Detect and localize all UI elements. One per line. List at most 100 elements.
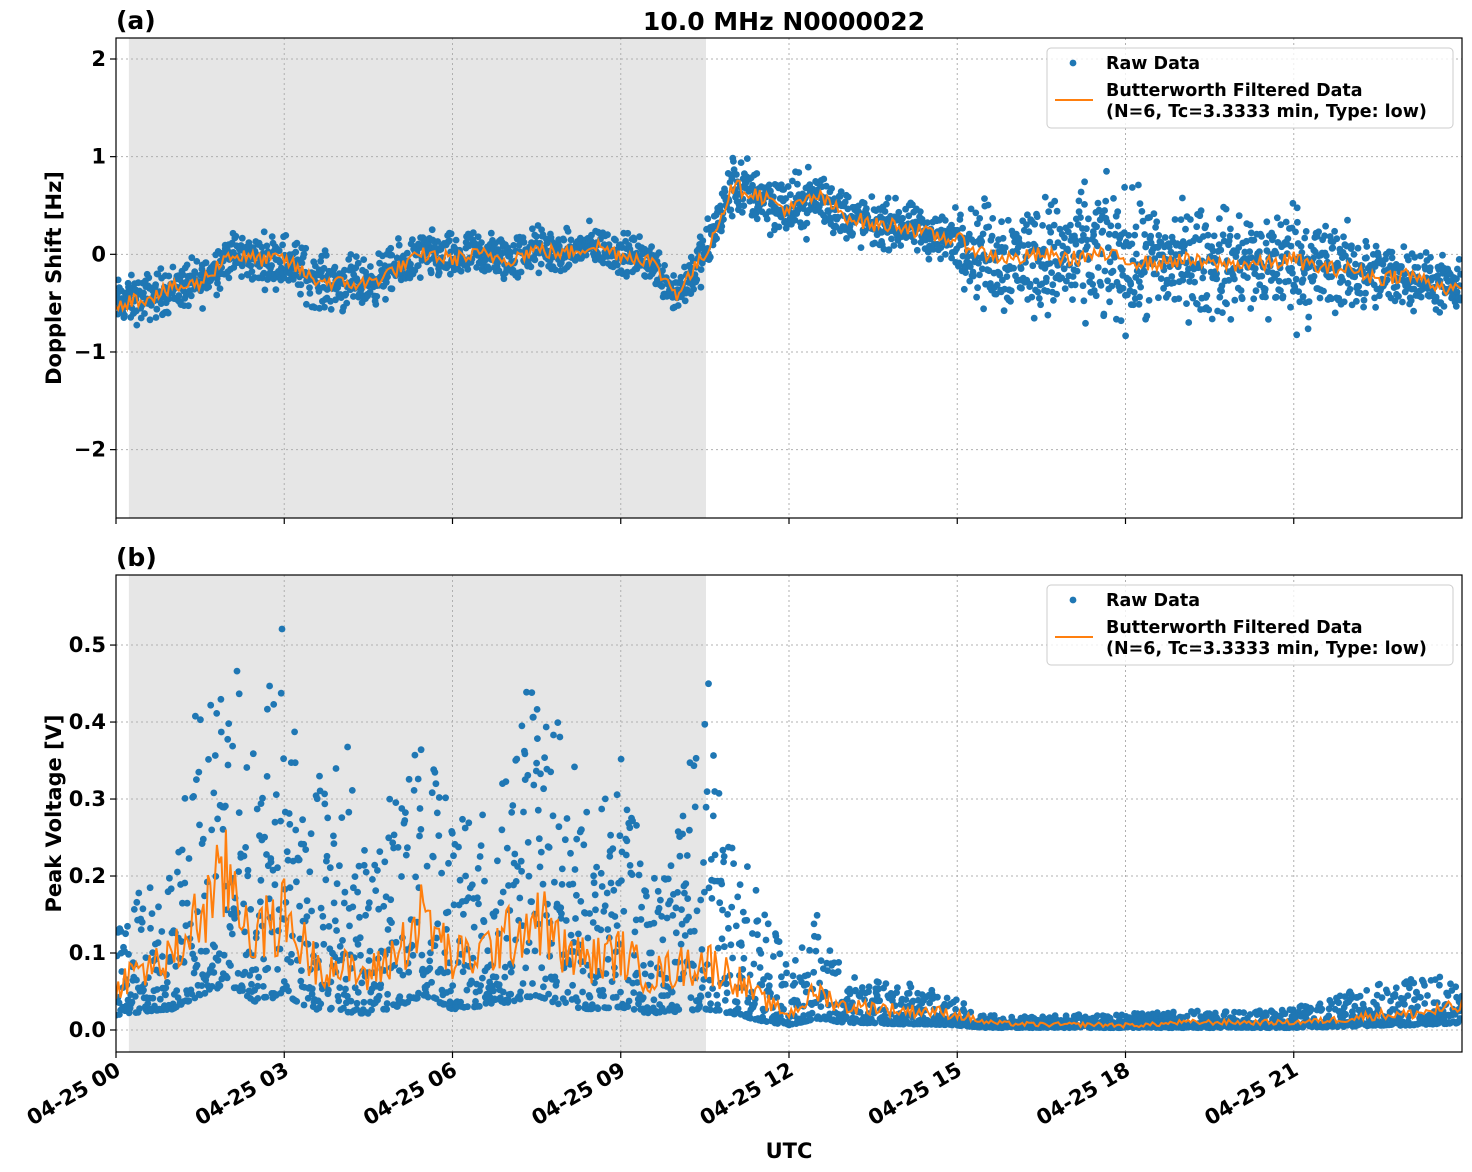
raw-data-point [1388, 248, 1396, 256]
raw-data-point [313, 795, 321, 803]
raw-data-point [402, 809, 409, 816]
raw-data-point [266, 682, 273, 690]
raw-data-point [1153, 218, 1161, 226]
raw-data-point [495, 267, 503, 275]
raw-data-point [782, 961, 790, 968]
raw-data-point [326, 864, 334, 872]
raw-data-point [998, 218, 1005, 226]
raw-data-point [527, 263, 535, 271]
raw-data-point [376, 259, 383, 267]
raw-data-point [1292, 275, 1300, 283]
raw-data-point [307, 830, 315, 838]
raw-data-point [396, 993, 404, 1000]
raw-data-point [713, 235, 720, 242]
raw-data-point [993, 281, 1001, 289]
raw-data-point [572, 915, 579, 922]
raw-data-point [1089, 281, 1097, 288]
raw-data-point [479, 811, 486, 819]
raw-data-point [762, 936, 770, 944]
raw-data-point [308, 907, 315, 915]
raw-data-point [1422, 249, 1430, 256]
raw-data-point [1339, 276, 1346, 284]
legend-raw-label: Raw Data [1106, 54, 1200, 74]
raw-data-point [232, 232, 240, 240]
raw-data-point [720, 858, 727, 866]
raw-data-point [339, 937, 346, 944]
raw-data-point [1165, 243, 1173, 251]
raw-data-point [291, 759, 299, 767]
raw-data-point [244, 866, 252, 874]
raw-data-point [276, 258, 284, 266]
raw-data-point [826, 1010, 834, 1018]
raw-data-point [1135, 300, 1143, 308]
raw-data-point [260, 228, 268, 236]
raw-data-point [344, 743, 351, 751]
raw-data-point [942, 251, 949, 258]
raw-data-point [916, 208, 924, 216]
raw-data-point [128, 998, 136, 1006]
raw-data-point [383, 278, 390, 286]
raw-data-point [365, 904, 372, 912]
raw-data-point [1092, 292, 1100, 300]
raw-data-point [321, 800, 329, 808]
raw-data-point [707, 1000, 714, 1008]
raw-data-point [661, 262, 668, 269]
raw-data-point [207, 701, 215, 709]
raw-data-point [1372, 303, 1379, 311]
raw-data-point [697, 993, 705, 1001]
raw-data-point [733, 998, 741, 1006]
raw-data-point [1183, 1012, 1191, 1020]
raw-data-point [550, 731, 557, 739]
raw-data-point [643, 892, 650, 900]
raw-data-point [1301, 269, 1308, 277]
raw-data-point [478, 239, 485, 247]
raw-data-point [317, 257, 324, 265]
raw-data-point [875, 978, 882, 986]
raw-data-point [556, 733, 564, 741]
raw-data-point [512, 878, 520, 885]
raw-data-point [537, 260, 545, 268]
raw-data-point [1093, 242, 1101, 250]
raw-data-point [228, 930, 236, 938]
raw-data-point [974, 220, 981, 228]
raw-data-point [752, 209, 760, 217]
raw-data-point [590, 879, 598, 887]
raw-data-point [787, 191, 794, 199]
raw-data-point [1099, 227, 1107, 235]
raw-data-point [1299, 293, 1307, 301]
raw-data-point [820, 175, 828, 183]
raw-data-point [623, 268, 631, 276]
raw-data-point [1189, 294, 1197, 302]
raw-data-point [377, 981, 385, 988]
raw-data-point [1110, 195, 1117, 202]
raw-data-point [492, 973, 500, 981]
raw-data-point [257, 898, 264, 906]
raw-data-point [1263, 1011, 1270, 1019]
raw-data-point [959, 224, 966, 232]
raw-data-point [1179, 194, 1186, 202]
raw-data-point [890, 242, 898, 249]
raw-data-point [505, 882, 512, 889]
raw-data-point [345, 808, 353, 816]
raw-data-point [507, 990, 515, 998]
raw-data-point [288, 950, 295, 958]
raw-data-point [871, 1019, 879, 1027]
raw-data-point [729, 954, 736, 962]
raw-data-point [738, 941, 745, 949]
raw-data-point [1407, 297, 1415, 304]
raw-data-point [567, 931, 575, 939]
raw-data-point [737, 159, 745, 167]
raw-data-point [941, 217, 949, 224]
raw-data-point [327, 306, 335, 313]
raw-data-point [519, 980, 527, 987]
raw-data-point [1004, 216, 1012, 224]
raw-data-point [1340, 298, 1348, 306]
raw-data-point [384, 273, 391, 281]
raw-data-point [476, 1002, 483, 1010]
raw-data-point [1081, 178, 1088, 186]
raw-data-point [142, 954, 150, 961]
raw-data-point [293, 998, 301, 1005]
raw-data-point [629, 817, 636, 825]
raw-data-point [1372, 242, 1380, 250]
raw-data-point [1213, 275, 1221, 283]
